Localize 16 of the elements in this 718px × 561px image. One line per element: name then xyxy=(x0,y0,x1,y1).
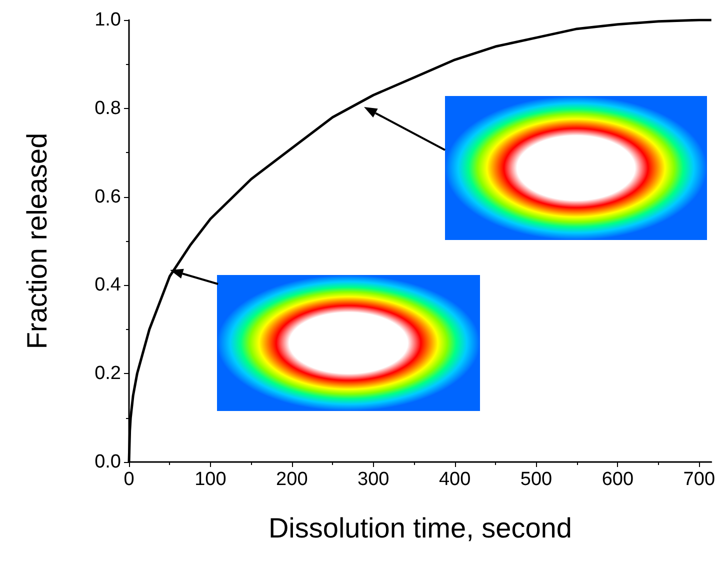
x-axis-title: Dissolution time, second xyxy=(268,512,572,544)
x-tick-label: 500 xyxy=(520,469,552,490)
x-tick-label: 400 xyxy=(438,469,471,490)
y-tick-label: 0.2 xyxy=(94,363,121,384)
y-axis-title: Fraction released xyxy=(22,132,52,350)
y-tick-label: 1.0 xyxy=(94,10,121,30)
y-tick-label: 0.4 xyxy=(94,274,122,296)
y-tick-label: 0.8 xyxy=(94,98,121,119)
x-tick-label: 0 xyxy=(124,469,134,490)
y-tick-label: 0.6 xyxy=(94,186,121,208)
y-tick-label: 0.0 xyxy=(94,452,121,472)
x-tick-label: 700 xyxy=(683,469,715,490)
x-tick-label: 200 xyxy=(276,469,308,490)
x-tick-label: 600 xyxy=(602,469,634,490)
x-tick-label: 100 xyxy=(194,469,226,490)
x-tick-label: 300 xyxy=(358,469,390,490)
